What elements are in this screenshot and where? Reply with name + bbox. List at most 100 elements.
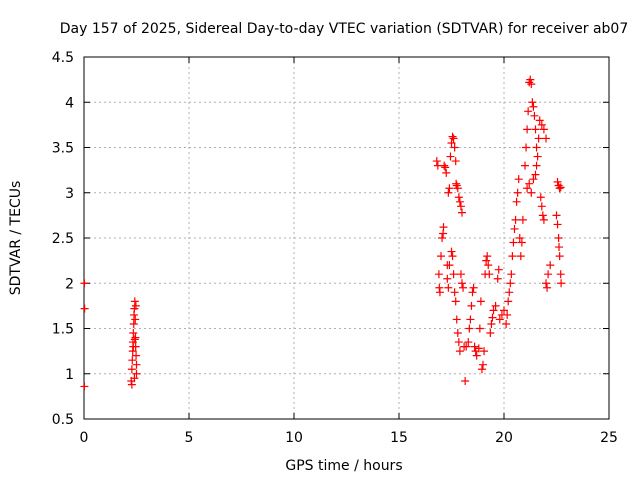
data-point bbox=[456, 202, 465, 211]
data-point bbox=[80, 304, 89, 313]
data-point bbox=[435, 283, 444, 292]
data-point bbox=[445, 261, 454, 270]
data-point bbox=[529, 102, 538, 111]
data-point bbox=[543, 283, 552, 292]
y-tick-label: 2 bbox=[65, 276, 74, 292]
data-point bbox=[556, 270, 565, 279]
data-point bbox=[538, 211, 547, 220]
data-point bbox=[127, 380, 136, 389]
data-point bbox=[533, 152, 542, 161]
data-point bbox=[553, 220, 562, 229]
data-point bbox=[527, 188, 536, 197]
y-axis-ticks: 0.5 1 1.5 2 2.5 3 3.5 4 4.5 bbox=[52, 50, 609, 428]
data-point bbox=[437, 252, 445, 261]
data-point bbox=[554, 234, 563, 242]
data-point bbox=[452, 179, 461, 188]
data-point bbox=[493, 274, 502, 283]
data-point bbox=[537, 202, 546, 211]
data-point bbox=[511, 215, 520, 224]
data-point bbox=[80, 279, 89, 288]
data-point bbox=[444, 188, 453, 197]
data-point bbox=[130, 374, 139, 383]
data-point bbox=[555, 184, 564, 193]
data-point bbox=[434, 270, 443, 279]
data-point bbox=[448, 132, 457, 141]
y-tick-label: 1 bbox=[65, 367, 74, 383]
data-point bbox=[130, 297, 139, 306]
data-point bbox=[474, 344, 483, 353]
grid-lines bbox=[84, 57, 609, 419]
data-point bbox=[523, 184, 532, 193]
data-point bbox=[470, 342, 479, 351]
data-point bbox=[526, 75, 535, 84]
data-point bbox=[451, 297, 460, 306]
data-point bbox=[515, 234, 524, 242]
data-point bbox=[448, 252, 457, 261]
data-point bbox=[453, 329, 462, 338]
data-point bbox=[130, 335, 139, 344]
data-point bbox=[450, 288, 459, 297]
data-point bbox=[524, 107, 533, 116]
data-point bbox=[459, 283, 468, 292]
data-point bbox=[495, 315, 504, 324]
data-point bbox=[527, 80, 536, 89]
data-point bbox=[513, 188, 522, 197]
data-points bbox=[80, 75, 566, 391]
data-point bbox=[445, 184, 454, 193]
data-point bbox=[487, 319, 496, 328]
data-point bbox=[466, 315, 475, 324]
data-point bbox=[488, 313, 497, 322]
data-point bbox=[451, 157, 460, 166]
data-point bbox=[528, 98, 537, 107]
data-point bbox=[456, 270, 465, 279]
data-point bbox=[446, 152, 455, 161]
data-point bbox=[507, 270, 516, 279]
x-tick-label: 10 bbox=[285, 430, 303, 446]
data-point bbox=[506, 279, 515, 288]
data-point bbox=[467, 301, 476, 310]
data-point bbox=[521, 161, 529, 170]
data-point bbox=[452, 315, 461, 324]
data-point bbox=[504, 297, 513, 306]
data-point bbox=[438, 234, 447, 242]
data-point bbox=[508, 252, 517, 261]
data-point bbox=[542, 279, 550, 288]
data-point bbox=[532, 143, 541, 152]
x-tick-label: 5 bbox=[185, 430, 194, 446]
data-point bbox=[552, 211, 561, 220]
data-point bbox=[531, 125, 540, 134]
data-point bbox=[485, 270, 494, 279]
data-point bbox=[444, 283, 453, 292]
chart-title: Day 157 of 2025, Sidereal Day-to-day VTE… bbox=[60, 21, 629, 37]
data-point bbox=[544, 270, 553, 279]
y-tick-label: 1.5 bbox=[52, 322, 74, 338]
data-point bbox=[484, 261, 493, 270]
data-point bbox=[475, 324, 484, 333]
data-point bbox=[462, 342, 471, 351]
data-point bbox=[132, 369, 141, 378]
data-point bbox=[518, 215, 527, 224]
x-axis-ticks: 0 5 10 15 20 25 bbox=[80, 57, 618, 446]
data-point bbox=[553, 177, 562, 186]
data-point bbox=[447, 247, 456, 256]
data-point bbox=[546, 261, 555, 270]
data-point bbox=[537, 120, 546, 129]
data-point bbox=[439, 223, 448, 232]
data-point bbox=[435, 288, 444, 297]
data-point bbox=[539, 125, 548, 134]
data-point bbox=[469, 283, 478, 292]
x-tick-label: 25 bbox=[600, 430, 618, 446]
y-tick-label: 4 bbox=[65, 95, 74, 111]
data-point bbox=[443, 274, 452, 283]
y-tick-label: 4.5 bbox=[52, 50, 74, 66]
y-axis-label: SDTVAR / TECUs bbox=[8, 181, 24, 296]
data-point bbox=[482, 256, 491, 265]
data-point bbox=[128, 347, 137, 356]
data-point bbox=[529, 175, 538, 184]
data-point bbox=[522, 143, 531, 152]
data-point bbox=[453, 184, 462, 193]
data-point bbox=[127, 365, 136, 374]
data-point bbox=[539, 215, 548, 224]
data-point bbox=[512, 197, 521, 206]
data-point bbox=[432, 157, 441, 166]
